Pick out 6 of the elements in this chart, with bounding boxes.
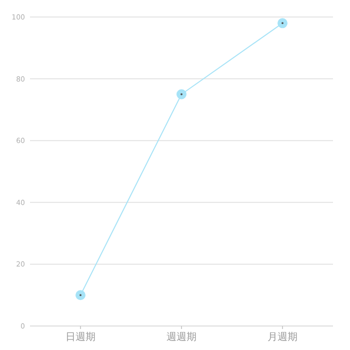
point bbox=[76, 290, 86, 300]
point bbox=[176, 89, 186, 100]
point bbox=[278, 18, 288, 28]
x-tick-label: 週週期 bbox=[166, 331, 196, 343]
x-tick-label: 日週期 bbox=[66, 331, 96, 343]
x-tick-label: 月週期 bbox=[268, 331, 298, 343]
